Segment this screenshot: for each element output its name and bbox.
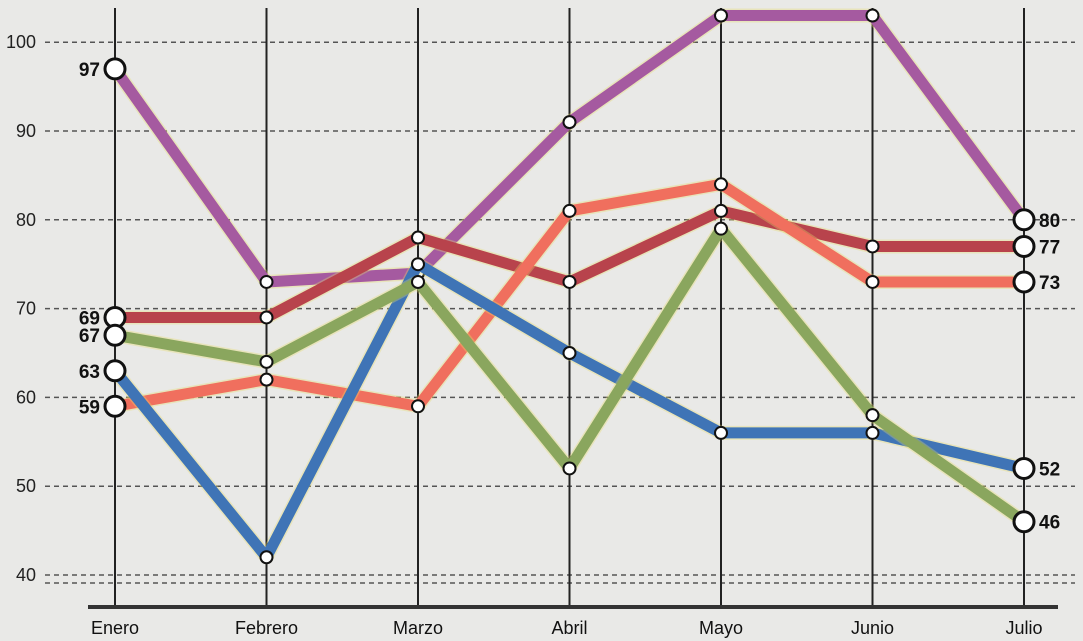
data-point <box>411 274 425 289</box>
data-point <box>259 310 274 325</box>
data-point <box>259 354 274 369</box>
data-point <box>865 8 880 23</box>
end-value-label: 46 <box>1039 513 1060 534</box>
y-tick-label: 40 <box>16 565 36 585</box>
data-point <box>1012 234 1036 258</box>
data-point <box>1012 208 1036 232</box>
y-tick-label: 100 <box>6 32 36 52</box>
end-value-label: 80 <box>1039 211 1060 232</box>
x-axis-ticks: Enero Febrero Marzo Abril Mayo Junio Julio <box>91 618 1043 638</box>
data-point <box>714 425 728 440</box>
data-point <box>865 408 880 423</box>
data-point <box>1012 456 1036 480</box>
x-tick-label: Mayo <box>699 618 743 638</box>
data-point <box>1012 270 1036 294</box>
data-point <box>865 239 880 254</box>
data-point <box>714 203 728 218</box>
y-axis-ticks: 40 50 60 70 80 90 100 <box>6 32 36 585</box>
data-point <box>562 346 577 360</box>
start-value-label: 97 <box>79 60 100 81</box>
y-tick-label: 60 <box>16 387 36 407</box>
x-tick-label: Julio <box>1005 618 1042 638</box>
data-point <box>103 359 127 383</box>
data-point <box>562 274 577 289</box>
data-point <box>714 221 728 236</box>
data-point <box>259 550 274 565</box>
data-point <box>411 257 425 272</box>
x-tick-label: Junio <box>851 618 894 638</box>
series-1 <box>103 8 1036 289</box>
y-tick-label: 70 <box>16 299 36 319</box>
series-4 <box>103 257 1036 565</box>
series-layer <box>103 8 1036 565</box>
start-value-label: 63 <box>79 362 100 383</box>
series-3 <box>103 177 1036 418</box>
data-point <box>1012 510 1036 534</box>
x-tick-label: Abril <box>551 618 587 638</box>
data-point <box>103 394 127 418</box>
start-value-label: 59 <box>79 397 100 418</box>
data-point <box>562 203 577 218</box>
data-point <box>103 57 127 81</box>
value-labels: 97 80 69 77 59 73 63 52 67 46 <box>79 60 1060 534</box>
data-point <box>865 425 880 440</box>
start-value-label: 69 <box>79 308 100 329</box>
y-tick-label: 90 <box>16 121 36 141</box>
y-tick-label: 80 <box>16 210 36 230</box>
data-point <box>562 461 577 476</box>
data-point <box>259 372 274 387</box>
data-point <box>714 177 728 192</box>
x-tick-label: Enero <box>91 618 139 638</box>
series-5 <box>103 221 1036 534</box>
end-value-label: 77 <box>1039 237 1060 258</box>
data-point <box>562 115 577 130</box>
data-point <box>411 399 425 414</box>
x-tick-label: Marzo <box>393 618 443 638</box>
start-value-label: 67 <box>79 326 100 347</box>
end-value-label: 52 <box>1039 459 1060 480</box>
series-2 <box>103 203 1036 329</box>
data-point <box>411 230 425 245</box>
data-point <box>865 274 880 289</box>
data-point <box>714 8 728 23</box>
end-value-label: 73 <box>1039 273 1060 294</box>
data-point <box>259 274 274 289</box>
x-tick-label: Febrero <box>235 618 298 638</box>
y-tick-label: 50 <box>16 476 36 496</box>
category-lines <box>114 8 1025 607</box>
data-point <box>103 323 127 347</box>
